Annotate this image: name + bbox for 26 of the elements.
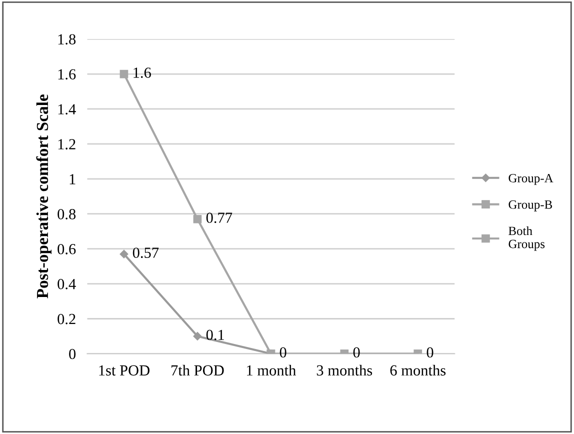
y-tick-label: 0.2 [58, 314, 76, 324]
data-label: 0 [280, 347, 286, 358]
y-tick-label: 1.8 [58, 34, 76, 45]
data-label: 0 [353, 347, 360, 358]
data-label: 1.6 [134, 68, 151, 78]
x-tick-label: 1 month [247, 364, 296, 376]
data-label: 0.1 [206, 330, 224, 340]
legend-label: Both Groups [508, 226, 545, 251]
legend-label: Group-B [508, 200, 552, 212]
x-tick-label: 7th POD [172, 364, 224, 376]
data-label: 0 [426, 347, 434, 358]
y-tick-label: 0.8 [58, 209, 76, 220]
y-tick-label: 1.2 [58, 139, 76, 150]
data-label: 0.77 [206, 212, 232, 223]
y-tick-label: 0 [69, 348, 76, 360]
y-tick-label: 0.4 [58, 278, 76, 290]
x-tick-label: 6 months [390, 364, 446, 376]
x-tick-label: 3 months [316, 364, 372, 376]
y-axis-title: Post-operative comfort Scale [36, 94, 52, 298]
y-tick-label: 1.4 [58, 104, 76, 114]
y-tick-label: 1.6 [58, 69, 76, 80]
x-tick-label: 1st POD [99, 365, 150, 376]
y-tick-label: 0.6 [58, 244, 76, 254]
y-tick-label: 1 [70, 174, 76, 184]
data-label: 0.57 [132, 248, 159, 258]
legend-label: Group-A [508, 174, 554, 185]
